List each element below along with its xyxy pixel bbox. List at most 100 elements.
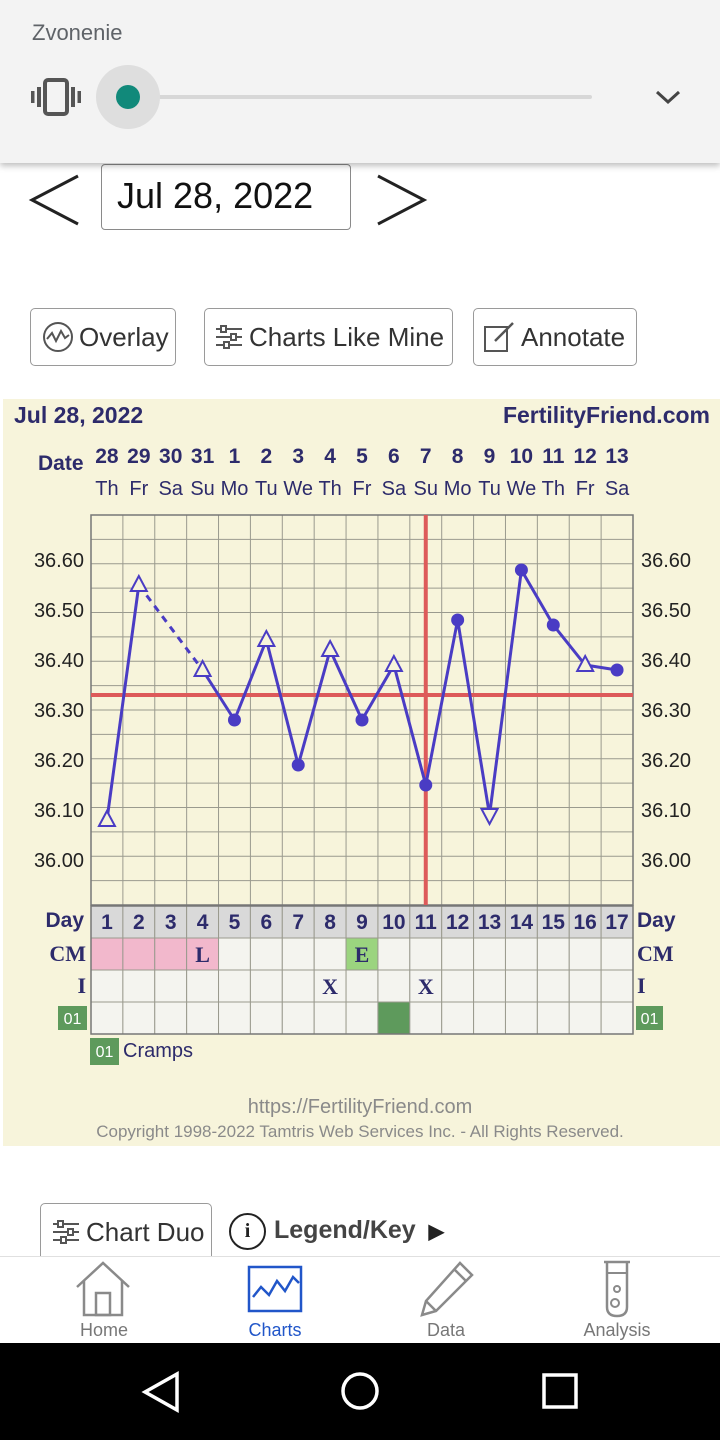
weekday-label: Su — [414, 478, 438, 500]
temperature-point — [384, 653, 404, 672]
temperature-segment — [233, 639, 268, 721]
chart-duo-label: Chart Duo — [86, 1216, 205, 1247]
table-cell — [600, 1001, 634, 1035]
table-cell — [249, 969, 283, 1003]
chart-duo-button[interactable]: Chart Duo — [40, 1203, 212, 1261]
table-cell — [281, 1001, 315, 1035]
next-date-button[interactable] — [374, 172, 428, 228]
cycle-day-label: 13 — [478, 911, 501, 934]
chart-date: Jul 28, 2022 — [14, 402, 144, 428]
legend-label: Cramps — [123, 1040, 193, 1062]
temperature-segment — [328, 649, 364, 721]
temperature-point — [129, 573, 149, 592]
table-cell — [186, 969, 220, 1003]
volume-slider-track[interactable] — [128, 95, 592, 99]
cycle-day-label: 8 — [324, 911, 336, 934]
y-tick-label-left: 36.20 — [34, 750, 84, 772]
cramps-code-left: 01 — [64, 1011, 82, 1028]
cycle-day-label: 6 — [261, 911, 273, 934]
temperature-point — [320, 638, 340, 657]
home-circle-icon[interactable] — [340, 1371, 380, 1411]
date-label: 28 — [95, 445, 119, 468]
y-tick-label-right: 36.00 — [641, 850, 691, 872]
volume-panel: Zvonenie — [0, 0, 720, 163]
table-cell — [313, 1001, 347, 1035]
weekday-label: We — [507, 478, 537, 500]
temperature-point — [256, 628, 277, 647]
table-cell — [345, 1001, 379, 1035]
date-label: 9 — [484, 445, 496, 468]
table-cell — [536, 1001, 570, 1035]
overlay-button[interactable]: Overlay — [30, 308, 176, 366]
temperature-point — [355, 713, 369, 727]
nav-charts[interactable]: Charts — [185, 1257, 365, 1344]
table-cell — [377, 969, 411, 1003]
cramps-code-right: 01 — [641, 1011, 659, 1028]
temperature-point — [575, 653, 595, 672]
recents-icon[interactable] — [542, 1373, 578, 1409]
overlay-icon — [42, 321, 74, 353]
table-cell — [345, 937, 379, 971]
cm-label: E — [355, 942, 370, 967]
legend-key-link[interactable]: Legend/Key ▶ — [274, 1216, 444, 1245]
temperature-point — [291, 758, 305, 772]
sliders-icon — [52, 1220, 80, 1244]
table-cell — [122, 937, 156, 971]
cycle-day-label: 7 — [292, 911, 304, 934]
legend-badge — [90, 1038, 119, 1065]
table-cell — [441, 937, 475, 971]
nav-home[interactable]: Home — [14, 1257, 194, 1344]
cramps-badge-left — [58, 1006, 87, 1030]
nav-analysis-label: Analysis — [583, 1320, 651, 1340]
table-cell — [281, 937, 315, 971]
annotate-label: Annotate — [521, 321, 626, 352]
table-cell — [536, 937, 570, 971]
table-cell — [345, 969, 379, 1003]
table-cell — [90, 937, 124, 971]
cycle-day-label: 12 — [446, 911, 469, 934]
table-cell — [409, 1001, 443, 1035]
y-tick-label-left: 36.40 — [34, 650, 84, 672]
footer-url[interactable]: https://FertilityFriend.com — [247, 1096, 473, 1118]
table-cell — [441, 969, 475, 1003]
date-field[interactable]: Jul 28, 2022 — [101, 164, 351, 230]
cramps-badge-right — [636, 1006, 663, 1030]
chevron-down-icon[interactable] — [655, 88, 681, 106]
y-tick-label-right: 36.50 — [641, 600, 691, 622]
volume-slider-thumb[interactable] — [116, 85, 140, 109]
date-label: 8 — [452, 445, 464, 468]
temperature-segment — [201, 669, 236, 721]
weekday-label: Th — [318, 478, 341, 500]
vibrate-icon[interactable] — [31, 78, 81, 116]
table-cell — [122, 969, 156, 1003]
chart-brand: FertilityFriend.com — [502, 402, 710, 428]
info-icon[interactable]: i — [229, 1213, 266, 1250]
table-border — [90, 905, 634, 1035]
nav-analysis[interactable]: Analysis — [527, 1257, 707, 1344]
annotate-button[interactable]: Annotate — [473, 308, 637, 366]
table-cell — [154, 969, 188, 1003]
table-cell — [377, 937, 411, 971]
y-tick-label-right: 36.40 — [641, 650, 691, 672]
nav-data[interactable]: Data — [356, 1257, 536, 1344]
back-icon[interactable] — [141, 1371, 181, 1413]
previous-date-button[interactable] — [28, 172, 82, 228]
cycle-day-label: 10 — [382, 911, 405, 934]
table-cell — [186, 1001, 220, 1035]
date-label: 30 — [159, 445, 182, 468]
table-cell — [504, 937, 538, 971]
weekday-label: Mo — [221, 478, 249, 500]
charts-like-mine-button[interactable]: Charts Like Mine — [204, 308, 453, 366]
weekday-label: Sa — [382, 478, 407, 500]
y-tick-label-right: 36.20 — [641, 750, 691, 772]
line-chart-icon — [247, 1265, 303, 1313]
table-cell — [568, 1001, 602, 1035]
table-cell — [568, 969, 602, 1003]
date-label: 13 — [605, 445, 628, 468]
cycle-day-label: 5 — [229, 911, 241, 934]
date-label: 1 — [229, 445, 241, 468]
legend-code: 01 — [96, 1044, 114, 1061]
table-cell — [122, 1001, 156, 1035]
date-row-label: Date — [38, 452, 84, 475]
table-cell — [536, 969, 570, 1003]
